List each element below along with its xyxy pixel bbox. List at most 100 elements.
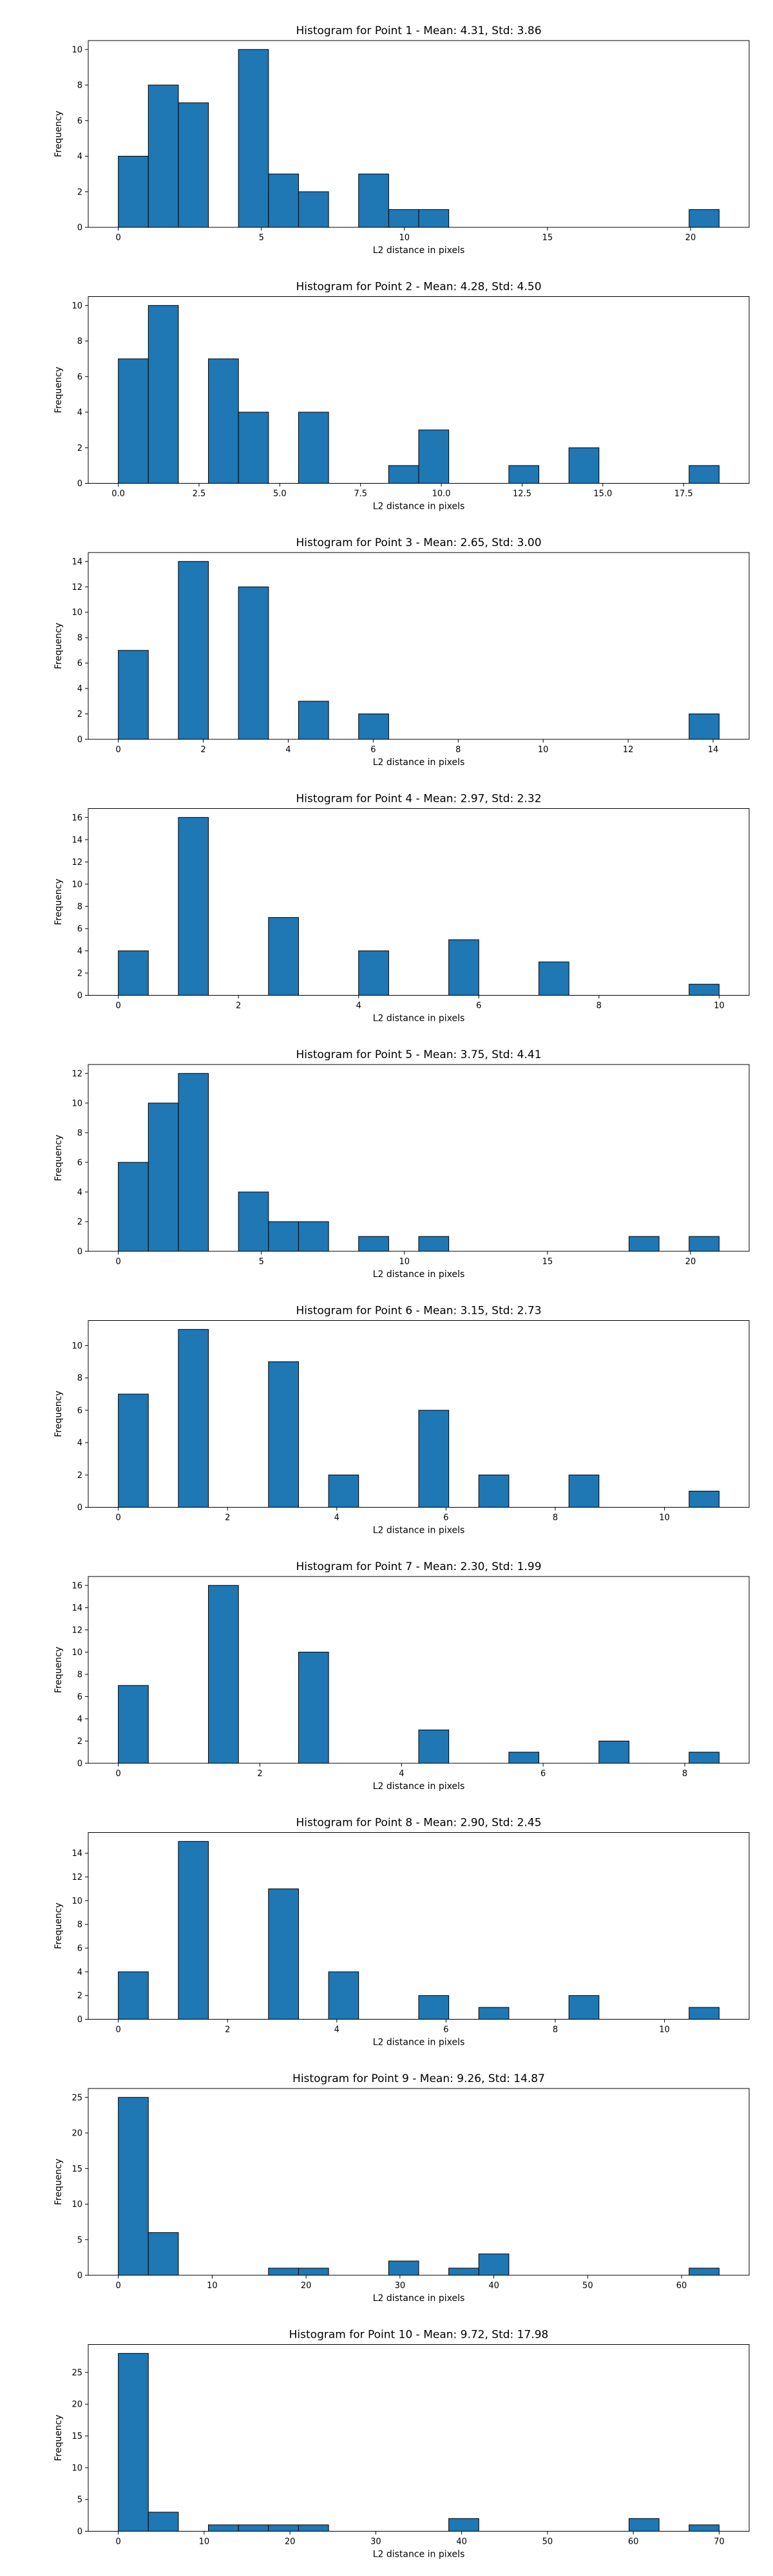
y-tick-label: 10: [72, 1341, 82, 1351]
x-tick-label: 0: [115, 1513, 120, 1523]
y-tick-label: 10: [72, 2200, 82, 2210]
histogram-bar: [238, 49, 269, 228]
y-tick-label: 6: [77, 1158, 82, 1168]
y-tick-label: 0: [77, 1759, 82, 1769]
x-tick-label: 60: [628, 2537, 639, 2547]
x-tick-label: 10: [207, 2281, 218, 2291]
y-tick-label: 12: [72, 1069, 82, 1079]
histogram-bar: [148, 2512, 179, 2532]
x-tick-label: 6: [540, 1769, 546, 1779]
x-tick-label: 0: [115, 745, 120, 755]
histogram-bar: [118, 2353, 149, 2532]
x-tick-label: 12: [623, 745, 634, 755]
y-tick-label: 14: [72, 557, 82, 567]
x-tick-label: 50: [582, 2281, 593, 2291]
y-tick-label: 8: [77, 1920, 82, 1930]
x-tick-label: 20: [685, 1257, 696, 1267]
histogram-panel-5: Histogram for Point 5 - Mean: 3.75, Std:…: [53, 1048, 750, 1280]
y-tick-label: 0: [77, 223, 82, 233]
x-tick-label: 17.5: [674, 489, 693, 499]
y-tick-label: 8: [77, 81, 82, 91]
y-tick-label: 6: [77, 372, 82, 382]
histogram-panel-2: Histogram for Point 2 - Mean: 4.28, Std:…: [53, 281, 750, 512]
y-tick-label: 6: [77, 117, 82, 126]
y-tick-label: 10: [72, 880, 82, 889]
histogram-panel-7: Histogram for Point 7 - Mean: 2.30, Std:…: [53, 1560, 750, 1792]
histogram-bar: [118, 650, 149, 740]
histogram-panel-3: Histogram for Point 3 - Mean: 2.65, Std:…: [53, 536, 750, 768]
histogram-bar: [448, 2268, 479, 2276]
y-tick-label: 14: [72, 1849, 82, 1859]
axes-frame: [88, 808, 750, 996]
histogram-bar: [418, 1729, 450, 1764]
histogram-bar: [268, 1221, 299, 1252]
x-tick-label: 2: [225, 2025, 230, 2035]
x-tick-label: 2: [257, 1769, 262, 1779]
y-tick-label: 12: [72, 1873, 82, 1882]
x-tick-label: 6: [476, 1001, 481, 1011]
y-tick-label: 0: [77, 2271, 82, 2281]
y-tick-label: 6: [77, 1406, 82, 1416]
histogram-bar: [689, 983, 720, 996]
x-tick-label: 40: [488, 2281, 499, 2291]
histogram-bar: [568, 1995, 600, 2020]
y-tick-label: 4: [77, 1714, 82, 1724]
histogram-bar: [478, 2007, 510, 2020]
histogram-bar: [208, 2524, 239, 2532]
x-tick-label: 2.5: [193, 489, 206, 499]
x-axis-label: L2 distance in pixels: [373, 757, 465, 768]
histogram-bar: [689, 2524, 720, 2532]
x-axis-label: L2 distance in pixels: [373, 1526, 465, 1536]
histogram-bar: [268, 1361, 299, 1508]
y-tick-label: 10: [72, 301, 82, 311]
histogram-bar: [689, 714, 720, 740]
y-tick-label: 0: [77, 2527, 82, 2537]
x-axis-label: L2 distance in pixels: [373, 2293, 465, 2304]
y-tick-label: 16: [72, 813, 82, 823]
axes-frame: [88, 2344, 750, 2532]
histogram-bar: [268, 2524, 299, 2532]
x-axis-label: L2 distance in pixels: [373, 1269, 465, 1280]
histogram-bar: [118, 1685, 149, 1764]
histogram-bar: [689, 2268, 720, 2276]
y-tick-label: 0: [77, 1503, 82, 1513]
x-tick-label: 15: [542, 233, 553, 243]
x-tick-label: 4: [285, 745, 291, 755]
histogram-bar: [568, 447, 600, 484]
histogram-bar: [478, 1474, 510, 1508]
histogram-bar: [418, 1236, 450, 1252]
y-tick-label: 5: [77, 2496, 82, 2505]
y-tick-label: 12: [72, 858, 82, 867]
y-tick-label: 4: [77, 1439, 82, 1448]
y-tick-label: 8: [77, 902, 82, 912]
histogram-bar: [478, 2253, 510, 2276]
histogram-bar: [328, 1971, 359, 2020]
axes-frame: [88, 1832, 750, 2020]
x-tick-label: 10: [659, 1513, 670, 1523]
histogram-bar: [238, 1191, 269, 1252]
y-axis-label: Frequency: [53, 1902, 64, 1949]
histogram-bar: [118, 156, 149, 228]
y-tick-label: 8: [77, 634, 82, 643]
y-tick-label: 4: [77, 947, 82, 956]
x-tick-label: 5.0: [273, 489, 287, 499]
x-tick-label: 2: [200, 745, 205, 755]
x-tick-label: 7.5: [354, 489, 367, 499]
histogram-bar: [178, 817, 209, 996]
x-tick-label: 5: [259, 233, 264, 243]
y-tick-label: 15: [72, 2432, 82, 2441]
histogram-bar: [268, 1888, 299, 2020]
y-tick-label: 6: [77, 924, 82, 934]
histogram-bar: [208, 358, 239, 484]
x-tick-label: 8: [553, 2025, 558, 2035]
chart-title: Histogram for Point 6 - Mean: 3.15, Std:…: [296, 1305, 541, 1318]
chart-title: Histogram for Point 1 - Mean: 4.31, Std:…: [296, 24, 541, 37]
x-tick-label: 2: [236, 1001, 241, 1011]
y-tick-label: 4: [77, 1188, 82, 1197]
y-axis-label: Frequency: [53, 878, 64, 925]
axes-frame: [88, 296, 750, 484]
histogram-bar: [689, 1236, 720, 1252]
x-tick-label: 8: [596, 1001, 602, 1011]
y-tick-label: 4: [77, 152, 82, 162]
